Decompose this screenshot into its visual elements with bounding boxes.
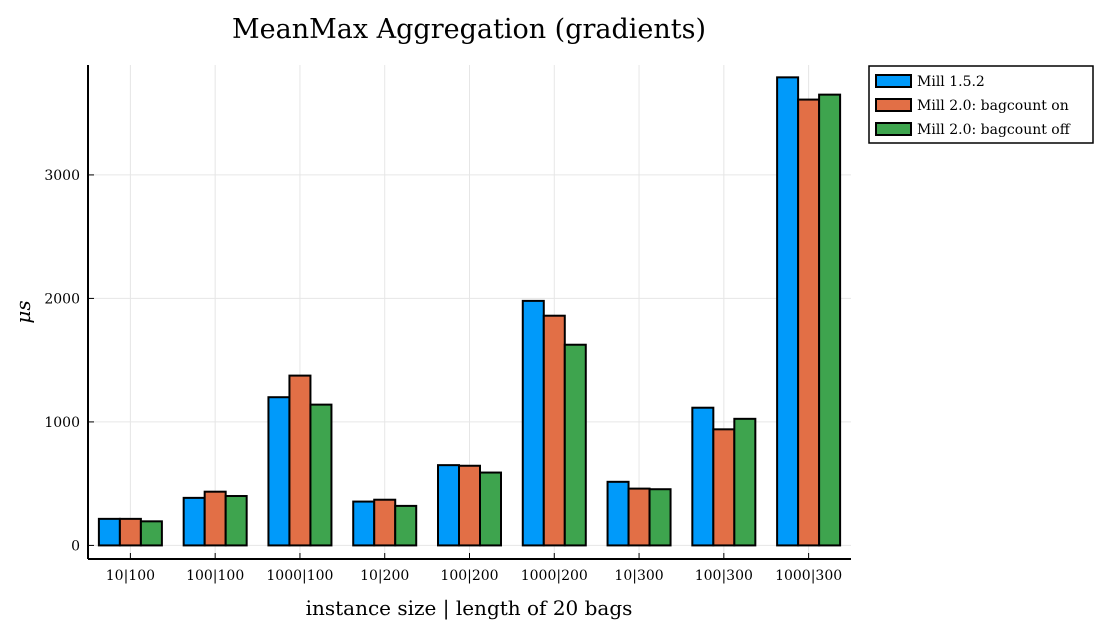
bar-1-7: [712, 428, 736, 547]
bar-1-2: [288, 374, 312, 547]
chart-title: MeanMax Aggregation (gradients): [232, 14, 706, 45]
bar-2-2: [309, 403, 333, 547]
bars: [97, 76, 842, 547]
axes: [87, 65, 851, 560]
bar-0-7: [691, 406, 715, 547]
x-tick-label: 100|100: [186, 568, 244, 584]
x-tick-label: 10|100: [106, 568, 155, 584]
bar-2-0: [139, 520, 163, 547]
bar-2-7: [733, 417, 757, 547]
legend-swatch-0: [875, 74, 912, 88]
x-tick-label: 10|300: [614, 568, 663, 584]
bar-1-0: [118, 517, 142, 547]
bar-1-4: [458, 464, 481, 547]
bar-0-1: [182, 496, 206, 547]
bar-0-6: [606, 480, 630, 547]
y-axis-label: μs: [11, 300, 35, 323]
x-tick-label: 10|200: [360, 568, 409, 584]
bar-1-5: [542, 314, 566, 547]
legend-swatch-2: [875, 122, 912, 136]
bar-2-3: [394, 504, 418, 547]
bar-2-5: [563, 343, 587, 547]
y-tick-label: 3000: [44, 168, 80, 184]
x-tick-label: 100|300: [695, 568, 753, 584]
bar-1-3: [373, 498, 397, 547]
tick-labels: 10|100 100|100 1000|100 10|200 100|200 1000|2…: [44, 168, 842, 584]
bar-0-3: [352, 500, 376, 547]
y-tick-label: 2000: [44, 291, 80, 307]
x-tick-label: 1000|300: [775, 568, 842, 584]
x-tick-label: 100|200: [440, 568, 498, 584]
legend-label-1: Mill 2.0: bagcount on: [917, 98, 1069, 114]
bar-1-6: [627, 487, 651, 547]
bar-2-6: [648, 488, 672, 547]
bar-0-8: [776, 76, 800, 547]
x-tick-label: 1000|200: [521, 568, 588, 584]
bar-2-1: [224, 495, 248, 547]
legend-swatch-1: [875, 98, 912, 112]
legend-label-2: Mill 2.0: bagcount off: [917, 122, 1071, 138]
bar-0-0: [97, 517, 121, 547]
legend: Mill 1.5.2 Mill 2.0: bagcount on Mill 2.0:…: [868, 65, 1094, 144]
bar-0-4: [437, 464, 460, 547]
bar-2-8: [818, 93, 842, 547]
y-tick-label: 0: [71, 538, 80, 554]
bar-0-2: [267, 396, 291, 547]
bar-2-4: [479, 471, 502, 547]
bar-0-5: [521, 299, 545, 547]
legend-label-0: Mill 1.5.2: [917, 74, 985, 90]
bar-1-1: [203, 490, 227, 547]
bar-1-8: [797, 98, 821, 547]
x-tick-label: 1000|100: [266, 568, 333, 584]
y-tick-label: 1000: [44, 415, 80, 431]
x-axis-label: instance size | length of 20 bags: [306, 596, 633, 621]
